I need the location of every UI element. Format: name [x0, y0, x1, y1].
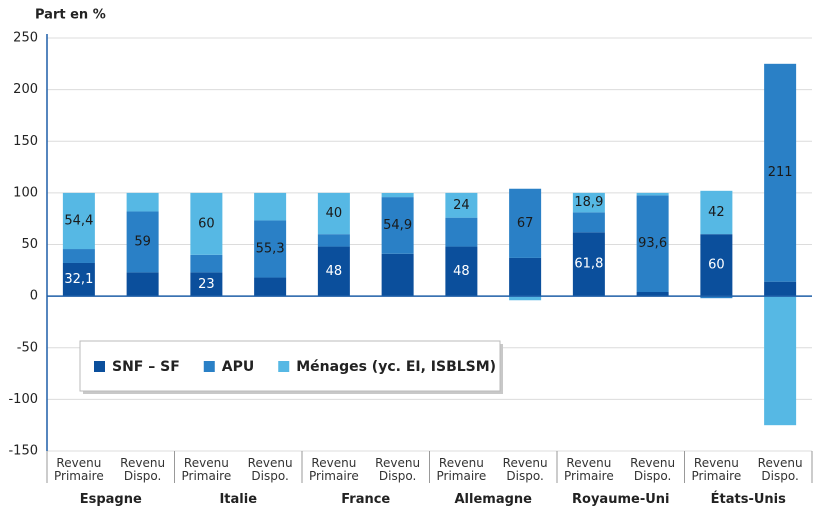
y-axis-label: Part en % — [35, 8, 106, 23]
y-tick-label: 100 — [13, 185, 38, 200]
y-tick-label: -150 — [8, 444, 38, 459]
x-tick-label: Revenu Dispo. — [630, 456, 676, 483]
x-tick-label: Revenu Primaire — [181, 456, 232, 483]
x-tick-label: Revenu Dispo. — [120, 456, 166, 483]
bar-segment — [62, 249, 95, 263]
bar-segment — [700, 296, 733, 299]
x-tick-label: Revenu Primaire — [54, 456, 104, 483]
bar-segment — [636, 195, 669, 292]
bar-segment — [126, 211, 159, 273]
y-tick-label: 250 — [13, 31, 38, 46]
y-tick-label: 0 — [30, 289, 38, 304]
legend: SNF – SF APU Ménages (yc. EI, ISBLSM) — [79, 340, 503, 394]
legend-box — [79, 340, 501, 392]
bar-segment — [572, 192, 605, 213]
group-label: Italie — [219, 492, 258, 507]
data-label: 61,8 — [574, 257, 603, 272]
data-label: 93,6 — [638, 236, 667, 251]
data-label: 48 — [453, 264, 470, 279]
group-label: Allemagne — [454, 492, 533, 507]
x-tick-label: Revenu Primaire — [564, 456, 614, 483]
bar-segment — [317, 192, 350, 235]
x-tick-label: Revenu Dispo. — [375, 456, 421, 483]
bar-segment — [572, 232, 605, 297]
bar-segment — [636, 192, 669, 196]
bar-segment — [190, 192, 223, 255]
bar-segment — [764, 296, 797, 426]
legend-swatch — [203, 361, 215, 372]
legend-label: SNF – SF — [112, 359, 180, 375]
bar-segment — [126, 272, 159, 297]
bar-segment — [509, 188, 542, 258]
bar-segment — [700, 190, 733, 235]
bar-segment — [62, 192, 95, 250]
bar-segment — [317, 234, 350, 247]
bar-segment — [572, 212, 605, 233]
data-label: 54,4 — [64, 213, 93, 228]
legend-label: APU — [222, 359, 254, 375]
data-label: 40 — [326, 206, 343, 221]
y-tick-label: 200 — [13, 82, 38, 97]
y-tick-label: 150 — [13, 134, 38, 149]
bar-segment — [62, 262, 95, 297]
data-label: 18,9 — [574, 195, 603, 210]
data-label: 60 — [708, 258, 725, 273]
legend-swatch — [278, 361, 290, 372]
legend-label: Ménages (yc. EI, ISBLSM) — [296, 359, 496, 375]
bar-segment — [381, 253, 414, 297]
x-tick-label: Revenu Primaire — [691, 456, 742, 483]
bar-segment — [764, 281, 797, 297]
data-label: 211 — [768, 165, 793, 180]
bar-segment — [764, 63, 797, 282]
data-label: 67 — [517, 216, 534, 231]
x-tick-label: Revenu Dispo. — [502, 456, 548, 483]
group-label: Royaume-Uni — [572, 492, 670, 507]
bar-segment — [381, 192, 414, 198]
bar-segment — [700, 234, 733, 297]
bar-segment — [254, 192, 287, 221]
bar-segment — [190, 272, 223, 297]
data-label: 59 — [134, 234, 151, 249]
data-label: 55,3 — [256, 241, 285, 256]
y-tick-label: -100 — [8, 392, 38, 407]
bar-segment — [509, 257, 542, 297]
bar-segment — [445, 217, 478, 247]
group-label: France — [341, 492, 391, 507]
legend-swatch — [94, 361, 105, 372]
data-label: 24 — [453, 198, 470, 213]
data-label: 48 — [326, 264, 343, 279]
bar-segment — [381, 197, 414, 254]
bar-segment — [636, 291, 669, 297]
x-tick-label: Revenu Dispo. — [757, 456, 803, 483]
bar-segment — [254, 277, 287, 297]
bar-segment — [126, 192, 159, 212]
data-label: 42 — [708, 205, 725, 220]
group-label: États-Unis — [710, 492, 786, 507]
bar-segment — [190, 254, 223, 273]
bar-segment — [445, 246, 478, 297]
bar-segment — [509, 296, 542, 301]
bar-segment — [317, 246, 350, 297]
data-label: 60 — [198, 216, 215, 231]
y-tick-label: -50 — [17, 340, 38, 355]
y-tick-label: 50 — [21, 237, 38, 252]
data-label: 32,1 — [64, 272, 93, 287]
data-label: 54,9 — [383, 218, 412, 233]
bar-segment — [445, 192, 478, 218]
data-label: 23 — [198, 277, 215, 292]
group-label: Espagne — [79, 492, 142, 507]
x-tick-label: Revenu Primaire — [436, 456, 487, 483]
x-tick-label: Revenu Primaire — [309, 456, 359, 483]
x-tick-label: Revenu Dispo. — [247, 456, 293, 483]
bar-segment — [254, 220, 287, 278]
